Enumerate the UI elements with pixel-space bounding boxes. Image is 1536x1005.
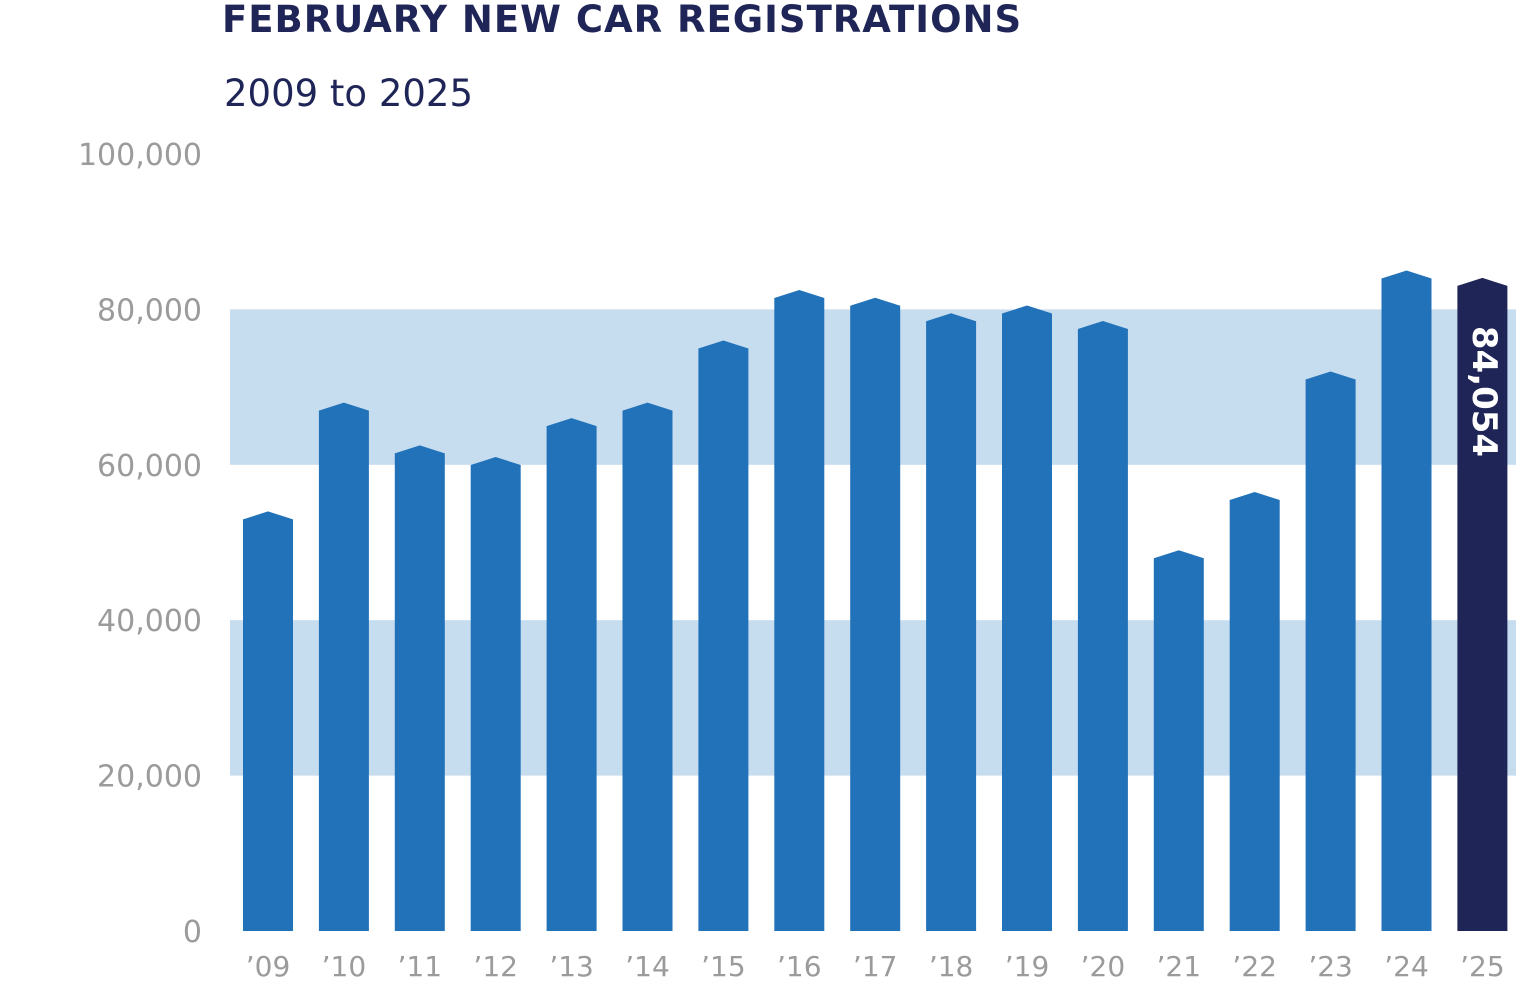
bar-13: [546, 418, 597, 931]
data-label: 84,054: [1464, 326, 1504, 457]
bars: [243, 270, 1508, 932]
x-tick-label: ’19: [1005, 950, 1050, 983]
chart-title: FEBRUARY NEW CAR REGISTRATIONS: [222, 0, 1023, 41]
x-tick-label: ’22: [1232, 950, 1277, 983]
x-tick-label: ’17: [853, 950, 898, 983]
y-tick-label: 0: [183, 915, 202, 950]
bar-09: [243, 511, 293, 931]
x-tick-label: ’20: [1081, 950, 1126, 983]
bar-21: [1153, 550, 1204, 931]
x-tick-label: ’10: [322, 950, 367, 983]
x-tick-label: ’15: [701, 950, 746, 983]
data-labels: 84,054: [1464, 326, 1504, 457]
bar-15: [698, 340, 749, 932]
y-tick-label: 100,000: [78, 138, 202, 173]
bar-10: [318, 402, 369, 931]
y-tick-label: 40,000: [97, 604, 202, 639]
y-tick-label: 20,000: [97, 760, 202, 795]
bar-14: [622, 402, 673, 931]
bar-16: [774, 289, 825, 932]
bar-22: [1229, 491, 1280, 931]
y-axis: 0 20,000 40,000 60,000 80,000 100,000: [78, 138, 202, 950]
x-tick-label: ’14: [625, 950, 670, 983]
bar-23: [1305, 371, 1356, 931]
bar-17: [850, 297, 901, 931]
x-tick-label: ’18: [929, 950, 974, 983]
y-tick-label: 80,000: [97, 293, 202, 328]
x-axis: ’09 ’10 ’11 ’12 ’13 ’14 ’15 ’16 ’17 ’18 ’19 ’20 ’21 ’…: [246, 950, 1505, 983]
x-tick-label: ’13: [549, 950, 594, 983]
bar-24: [1381, 270, 1432, 931]
x-tick-label: ’25: [1460, 950, 1505, 983]
bar-12: [470, 457, 521, 931]
x-tick-label: ’16: [777, 950, 822, 983]
x-tick-label: ’24: [1384, 950, 1429, 983]
x-tick-label: ’23: [1308, 950, 1353, 983]
y-tick-label: 60,000: [97, 449, 202, 484]
bar-20: [1077, 321, 1128, 931]
x-tick-label: ’12: [473, 950, 518, 983]
chart-subtitle: 2009 to 2025: [224, 72, 473, 115]
bar-25: [1457, 277, 1508, 932]
bar-18: [926, 313, 977, 931]
bar-19: [1002, 305, 1052, 931]
x-tick-label: ’09: [246, 950, 291, 983]
x-tick-label: ’21: [1157, 950, 1202, 983]
bar-11: [394, 445, 445, 931]
x-tick-label: ’11: [398, 950, 443, 983]
